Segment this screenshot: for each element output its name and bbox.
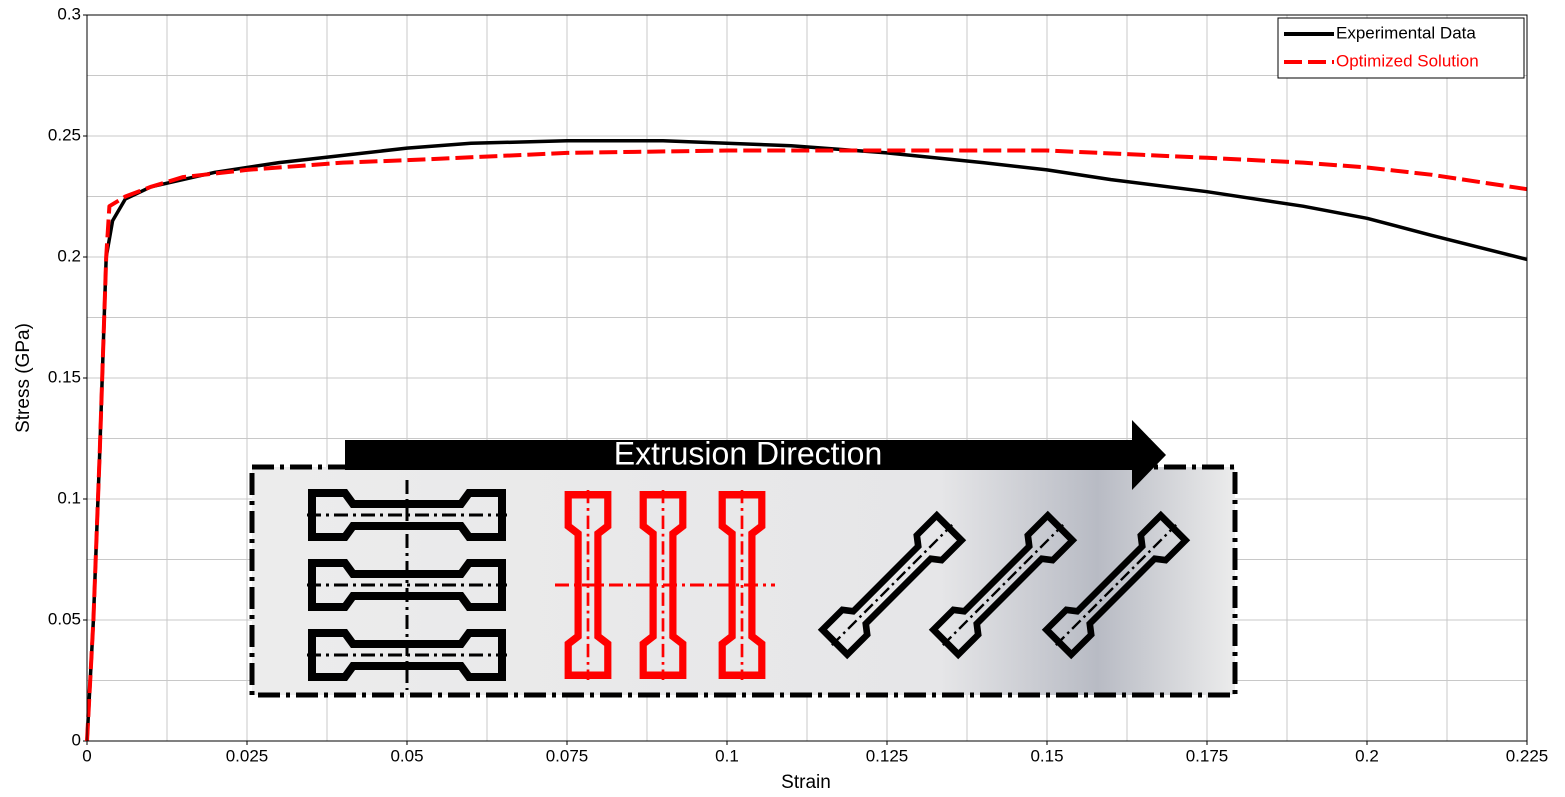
- x-tick-label: 0.025: [226, 746, 269, 765]
- x-tick-label: 0.1: [715, 746, 739, 765]
- y-tick-label: 0.3: [57, 4, 81, 23]
- legend-box: [1277, 17, 1525, 79]
- x-tick-label: 0.225: [1506, 746, 1549, 765]
- y-tick-label: 0.2: [57, 246, 81, 265]
- y-axis-label: Stress (GPa): [13, 323, 34, 433]
- x-tick-label: 0.05: [390, 746, 423, 765]
- plot-frame: [86, 14, 1528, 742]
- specimens-longitudinal: [307, 480, 507, 690]
- x-axis-label: Strain: [781, 772, 831, 793]
- x-tick-label: 0.075: [546, 746, 589, 765]
- legend-label: Experimental Data: [1336, 23, 1476, 42]
- series-line: [85, 148, 1528, 742]
- arrow: [345, 420, 1166, 490]
- y-tick-label: 0.15: [48, 367, 81, 386]
- y-tick-label: 0: [72, 730, 81, 749]
- x-tick-label: 0.125: [866, 746, 909, 765]
- legend-label: Optimized Solution: [1336, 51, 1479, 70]
- series-line: [85, 139, 1528, 742]
- y-tick-label: 0.05: [48, 609, 81, 628]
- inset-diagram: Extrusion Direction: [249, 420, 1238, 698]
- annotation: Extrusion Direction: [614, 435, 883, 471]
- y-tick-label: 0.25: [48, 125, 81, 144]
- x-tick-label: 0: [82, 746, 91, 765]
- x-tick-label: 0.15: [1030, 746, 1063, 765]
- x-tick-label: 0.175: [1186, 746, 1229, 765]
- y-tick-label: 0.1: [57, 488, 81, 507]
- x-tick-label: 0.2: [1355, 746, 1379, 765]
- specimens-transverse: [555, 490, 775, 680]
- series-lines: [85, 139, 1528, 742]
- legend: Experimental Data Optimized Solution: [1277, 17, 1525, 79]
